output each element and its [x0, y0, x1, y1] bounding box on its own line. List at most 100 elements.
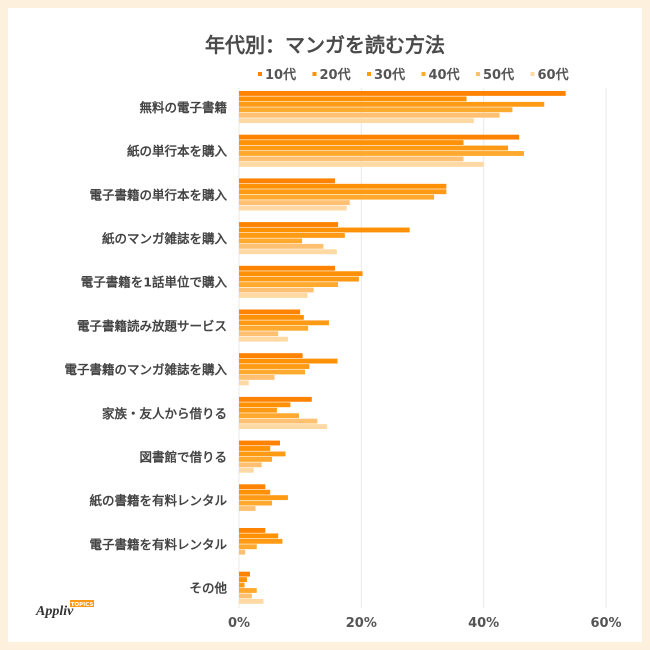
bar-40代-2 [239, 194, 435, 200]
bar-20代-10 [239, 533, 279, 539]
legend-swatch [312, 72, 317, 76]
bar-50代-5 [239, 331, 279, 337]
bar-60代-5 [239, 336, 288, 342]
bar-20代-2 [239, 183, 447, 189]
legend-label: 50代 [483, 67, 514, 83]
bar-20代-4 [239, 271, 363, 277]
legend-swatch [421, 72, 426, 76]
bar-60代-1 [239, 161, 484, 167]
bar-40代-9 [239, 500, 273, 506]
legend-label: 30代 [374, 67, 405, 83]
category-label: 電子書籍を1話単位で購入 [81, 275, 228, 290]
bar-30代-9 [239, 495, 288, 501]
category-label: 電子書籍のマンガ雑誌を購入 [64, 362, 227, 377]
bar-20代-11 [239, 577, 247, 582]
bar-50代-10 [239, 549, 246, 555]
chart-title: 年代別：マンガを読む方法 [205, 33, 445, 57]
bar-60代-2 [239, 205, 347, 211]
bar-20代-3 [239, 227, 410, 233]
bar-40代-1 [239, 151, 525, 156]
bar-30代-7 [239, 407, 277, 413]
bar-60代-11 [239, 598, 264, 604]
bar-20代-7 [239, 402, 291, 408]
logo-badge: TOPICS [71, 602, 94, 608]
legend-swatch [258, 72, 262, 76]
bar-50代-11 [239, 593, 252, 599]
bar-30代-4 [239, 276, 359, 282]
bar-10代-5 [239, 309, 301, 315]
bar-20代-9 [239, 489, 271, 495]
bar-20代-0 [239, 96, 467, 102]
bar-30代-5 [239, 320, 329, 326]
bar-60代-3 [239, 249, 337, 255]
bar-60代-8 [239, 467, 254, 473]
bar-60代-0 [239, 118, 474, 124]
bar-50代-1 [239, 156, 464, 162]
bar-40代-3 [239, 238, 303, 244]
legend-swatch [476, 72, 480, 76]
bar-20代-1 [239, 140, 464, 145]
category-label: 紙の書籍を有料レンタル [89, 493, 227, 508]
bar-30代-0 [239, 101, 545, 107]
category-label: 電子書籍の単行本を購入 [89, 187, 227, 202]
bar-40代-6 [239, 369, 306, 375]
bar-30代-11 [239, 582, 245, 588]
x-tick-label: 20% [346, 616, 377, 631]
bar-40代-11 [239, 588, 257, 593]
bar-40代-5 [239, 325, 309, 331]
bar-10代-1 [239, 134, 520, 140]
logo-text: Appliv [35, 604, 74, 619]
bar-40代-10 [239, 544, 257, 550]
bar-20代-6 [239, 358, 338, 364]
bar-30代-8 [239, 451, 286, 457]
bar-20代-5 [239, 314, 304, 320]
legend-swatch [367, 72, 371, 76]
bar-50代-2 [239, 200, 350, 206]
bar-10代-4 [239, 265, 336, 271]
bar-10代-10 [239, 528, 266, 533]
bar-50代-8 [239, 462, 262, 468]
bar-50代-4 [239, 287, 314, 293]
legend-label: 60代 [538, 67, 569, 83]
bar-60代-6 [239, 380, 249, 386]
bar-10代-7 [239, 396, 312, 402]
bar-10代-6 [239, 353, 303, 359]
x-tick-label: 40% [468, 616, 499, 631]
bar-40代-8 [239, 456, 273, 462]
category-label: 家族・友人から借りる [102, 406, 227, 421]
bar-10代-9 [239, 484, 266, 490]
bar-30代-6 [239, 364, 310, 369]
legend-swatch [530, 72, 535, 76]
bar-60代-7 [239, 424, 328, 429]
bar-30代-10 [239, 538, 283, 544]
bar-50代-7 [239, 418, 318, 424]
bar-40代-7 [239, 413, 299, 419]
bar-50代-9 [239, 506, 256, 511]
bar-10代-0 [239, 91, 566, 96]
category-label: 紙の単行本を購入 [127, 144, 228, 159]
category-label: 図書館で借りる [139, 449, 227, 464]
legend-label: 10代 [265, 67, 296, 83]
category-label: その他 [189, 581, 227, 596]
category-label: 無料の電子書籍 [139, 100, 227, 115]
x-tick-label: 0% [228, 616, 250, 631]
category-label: 紙のマンガ雑誌を購入 [102, 231, 228, 246]
bar-50代-3 [239, 243, 324, 249]
legend-label: 40代 [429, 67, 460, 83]
bar-10代-11 [239, 571, 251, 577]
bar-20代-8 [239, 446, 271, 451]
bar-40代-4 [239, 282, 339, 287]
bar-60代-4 [239, 293, 308, 298]
category-label: 電子書籍読み放題サービス [77, 318, 227, 333]
bar-10代-8 [239, 440, 280, 446]
legend-label: 20代 [320, 67, 351, 83]
bar-10代-3 [239, 222, 339, 227]
bar-10代-2 [239, 178, 336, 184]
bar-30代-2 [239, 189, 447, 195]
bar-50代-0 [239, 112, 500, 118]
category-label: 電子書籍を有料レンタル [89, 537, 227, 552]
bar-30代-1 [239, 145, 509, 151]
bar-40代-0 [239, 107, 513, 113]
appliv-logo: Appliv TOPICS [35, 600, 94, 619]
